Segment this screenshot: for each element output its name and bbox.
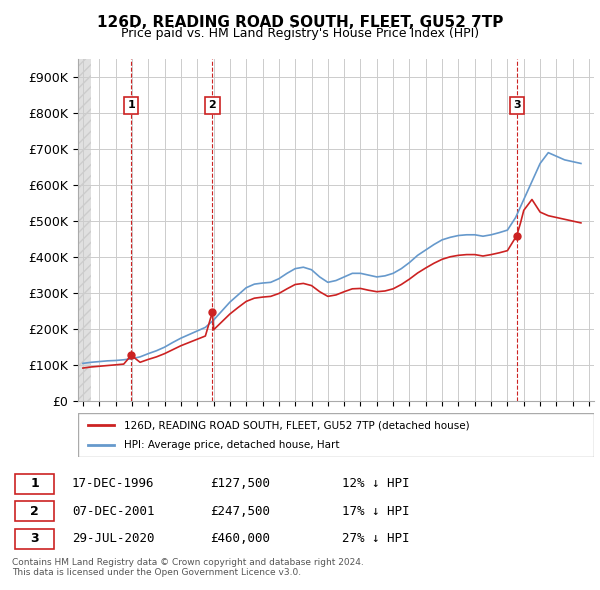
Text: 2: 2	[209, 100, 216, 110]
Text: 3: 3	[513, 100, 521, 110]
Text: HPI: Average price, detached house, Hart: HPI: Average price, detached house, Hart	[124, 440, 340, 450]
Text: Price paid vs. HM Land Registry's House Price Index (HPI): Price paid vs. HM Land Registry's House …	[121, 27, 479, 40]
Bar	[78, 59, 91, 401]
Text: 12% ↓ HPI: 12% ↓ HPI	[342, 477, 409, 490]
Bar	[15, 502, 54, 522]
Text: £247,500: £247,500	[210, 505, 270, 518]
Text: £460,000: £460,000	[210, 532, 270, 545]
Bar	[15, 474, 54, 494]
Text: 2: 2	[31, 505, 39, 518]
Text: 1: 1	[31, 477, 39, 490]
Text: 17% ↓ HPI: 17% ↓ HPI	[342, 505, 409, 518]
Text: 17-DEC-1996: 17-DEC-1996	[72, 477, 155, 490]
Text: 3: 3	[31, 532, 39, 545]
Text: 1: 1	[127, 100, 135, 110]
Text: 07-DEC-2001: 07-DEC-2001	[72, 505, 155, 518]
Text: 126D, READING ROAD SOUTH, FLEET, GU52 7TP (detached house): 126D, READING ROAD SOUTH, FLEET, GU52 7T…	[124, 421, 470, 430]
Text: Contains HM Land Registry data © Crown copyright and database right 2024.
This d: Contains HM Land Registry data © Crown c…	[12, 558, 364, 577]
Text: 27% ↓ HPI: 27% ↓ HPI	[342, 532, 409, 545]
Text: £127,500: £127,500	[210, 477, 270, 490]
Text: 29-JUL-2020: 29-JUL-2020	[72, 532, 155, 545]
Bar	[15, 529, 54, 549]
Text: 126D, READING ROAD SOUTH, FLEET, GU52 7TP: 126D, READING ROAD SOUTH, FLEET, GU52 7T…	[97, 15, 503, 30]
